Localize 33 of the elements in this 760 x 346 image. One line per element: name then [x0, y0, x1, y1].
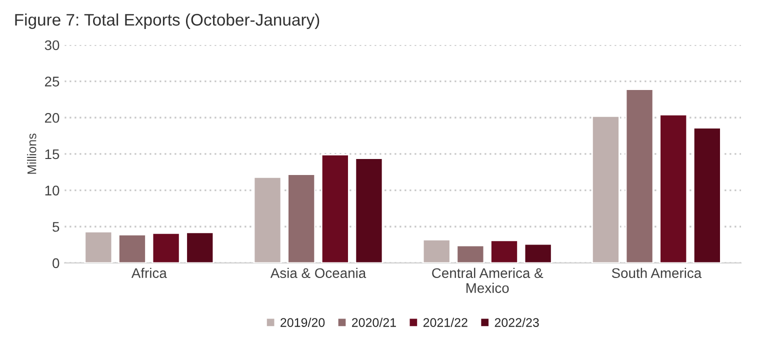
- bar: [287, 174, 316, 263]
- y-tick-label: 25: [44, 76, 60, 86]
- legend-label: 2019/20: [280, 318, 325, 327]
- legend-label: 2021/22: [423, 318, 468, 327]
- bar: [422, 239, 451, 263]
- bar: [84, 231, 113, 263]
- bar: [152, 232, 180, 263]
- bar: [354, 158, 384, 263]
- x-tick-label: Asia & Oceania: [270, 268, 366, 278]
- x-tick-label: South America: [612, 268, 702, 278]
- legend-label: 2022/23: [494, 318, 539, 327]
- bar: [118, 234, 146, 263]
- y-tick-label: 5: [52, 222, 60, 232]
- y-tick-label: 0: [52, 258, 60, 268]
- y-tick-label: 10: [45, 186, 60, 196]
- bar: [490, 240, 518, 263]
- bar: [625, 88, 654, 263]
- bar: [524, 243, 552, 263]
- y-axis-title: Millions: [27, 134, 36, 174]
- y-tick-label: 30: [44, 40, 60, 50]
- bar: [659, 114, 688, 263]
- bar: [692, 127, 722, 263]
- x-tick-label: Africa: [131, 268, 167, 278]
- bar: [456, 244, 485, 263]
- y-tick-label: 20: [44, 112, 60, 123]
- x-tick-label: Central America & Mexico: [432, 268, 544, 293]
- y-tick-label: 15: [45, 149, 60, 160]
- bar: [320, 154, 350, 263]
- bar: [253, 176, 282, 263]
- chart-title: Figure 7: Total Exports (October-January): [15, 13, 320, 29]
- legend-label: 2020/21: [352, 318, 396, 327]
- bar: [591, 115, 620, 263]
- bar: [186, 232, 214, 263]
